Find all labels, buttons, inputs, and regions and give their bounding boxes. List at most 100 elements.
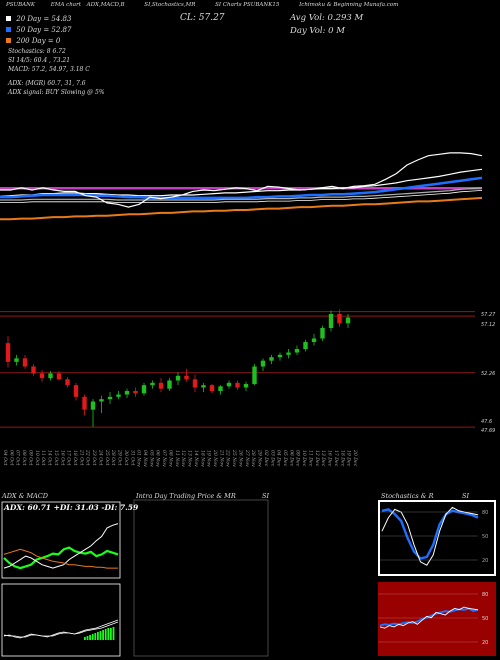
candle-body [175,375,181,381]
intra-panel-title: Intra Day Trading Price & MR [136,492,236,500]
x-tick-label: 22 Oct [85,449,91,466]
x-tick-label: 20 Nov [212,449,218,467]
price-label: 57.27 [481,312,496,318]
candle-body [184,375,189,380]
candle-body [269,357,274,361]
macd-lines [3,619,119,640]
x-tick-label: 06 Nov [155,450,161,467]
x-tick-label: 12 Nov [180,450,186,467]
x-tick-label: 14 Nov [193,450,199,467]
candle-body [141,385,147,394]
x-tick-label: 13 Nov [187,450,193,467]
x-tick-label: 24 Oct [97,449,103,466]
candle-body [99,399,104,402]
candle-body [73,385,79,397]
stoch-tick-label: 80 [482,510,488,516]
x-tick-label: 26 Nov [237,449,243,467]
x-tick-label: 04 Oct [2,450,8,466]
candle-body [107,396,113,400]
candle-body [124,391,130,395]
candle-body [5,343,11,362]
macd-hist-bar [91,634,94,640]
adx-values-label: ADX: 60.71 +DI: 31.03 -DI: 7.59 [4,503,139,512]
candle-body [277,354,283,358]
x-tick-label: 05 Dec [282,450,288,467]
candle-body [286,352,291,355]
intra-day-panel [133,499,269,657]
x-tick-label: 18 Dec [339,450,345,467]
x-tick-label: 21 Oct [78,449,84,466]
candle-body [150,382,155,386]
x-tick-label: 04 Dec [276,450,282,467]
stoch-line: Stochastics: 8 6.72 [8,48,66,55]
candle-body [31,366,36,374]
macd-hist-bar [97,632,99,640]
top-label-4: SI,Stochastics,MR [144,2,196,8]
stoch-tick-label: 20 [482,558,488,564]
x-tick-label: 06 Dec [288,450,294,467]
candle-body [22,358,28,367]
x-tick-label: 23 Oct [91,449,97,466]
x-tick-label: 08 Oct [21,450,27,466]
si-panel-title: SI [462,492,470,500]
ma-200-label: 200 Day = 0 [16,37,61,45]
avg-vol-label: Avg Vol: 0.293 M [290,13,364,23]
candle-body [56,373,62,380]
x-tick-label: 06 Oct [8,450,14,466]
x-tick-label: 16 Oct [59,450,65,466]
top-label-2: chart [66,2,81,8]
stoch-tick-label: 50 [482,534,488,540]
candle-body [345,317,351,324]
x-tick-label: 27 Nov [244,449,250,467]
stoch-panel-title: Stochastics & R [381,492,434,500]
top-label-1: EMA [50,2,65,8]
si-tick-label: 20 [482,640,488,646]
x-tick-label: 13 Dec [320,450,326,467]
price-label: 57.12 [481,322,495,328]
price-chart: 57.27 57.12 52.26 47.6 47.69 [0,309,496,434]
adx-line: ADX: (MGR) 60.7, 31, 7.6 [8,80,86,87]
si-tick-label: 50 [482,616,488,622]
adx-series-line-0 [3,546,119,570]
x-tick-label: 11 Oct [40,450,46,466]
si-series-line-1 [379,606,479,629]
candle-body [320,328,325,339]
x-tick-label: 30 Oct [123,450,129,466]
x-tick-label: 29 Oct [117,449,123,466]
ma-legend-50: 50 Day = 52.87 [6,26,71,34]
x-tick-label: 09 Oct [27,450,33,466]
ma-200-swatch [6,38,11,43]
candle-body [39,373,45,379]
price-label: 47.69 [481,428,495,434]
si-tick-label: 80 [482,592,488,598]
macd-hist-bar [110,628,112,640]
x-tick-label: 29 Nov [257,449,263,467]
x-tick-label: 16 Dec [327,450,333,467]
ma-50-label: 50 Day = 52.87 [16,26,72,34]
x-tick-label: 11 Nov [174,450,180,467]
si-line: SI 14/5: 60.4 , 73.21 [8,57,71,64]
x-tick-label: 04 Nov [142,450,148,467]
candle-body [337,314,342,324]
top-label-5: SI Charts PSUBANK15 [215,2,280,8]
macd-hist-bar [86,636,89,640]
candle-body [260,360,266,367]
day-vol-label: Day Vol: 0 M [290,26,345,36]
x-tick-label: 02 Dec [263,450,269,467]
candle-body [133,391,138,394]
x-tick-label: 03 Dec [269,450,275,467]
macd-panel-frame [1,583,121,657]
ema-series-line-3 [0,196,483,221]
candle-body [82,396,87,410]
macd-hist-bar [107,628,110,640]
macd-hist-bar [112,627,115,640]
x-tick-label: 22 Nov [225,449,231,467]
intra-si-label: SI [262,492,270,500]
x-tick-label: 09 Dec [295,450,301,467]
x-tick-label: 17 Oct [66,450,72,466]
adx-series-line-2 [3,548,118,569]
x-tick-label: 14 Oct [47,450,53,466]
x-tick-label: 18 Oct [72,450,78,466]
x-tick-label: 10 Dec [301,450,307,467]
header-top-labels: PSUBANK EMA chart ADX,MACD,B SI,Stochast… [6,2,398,8]
